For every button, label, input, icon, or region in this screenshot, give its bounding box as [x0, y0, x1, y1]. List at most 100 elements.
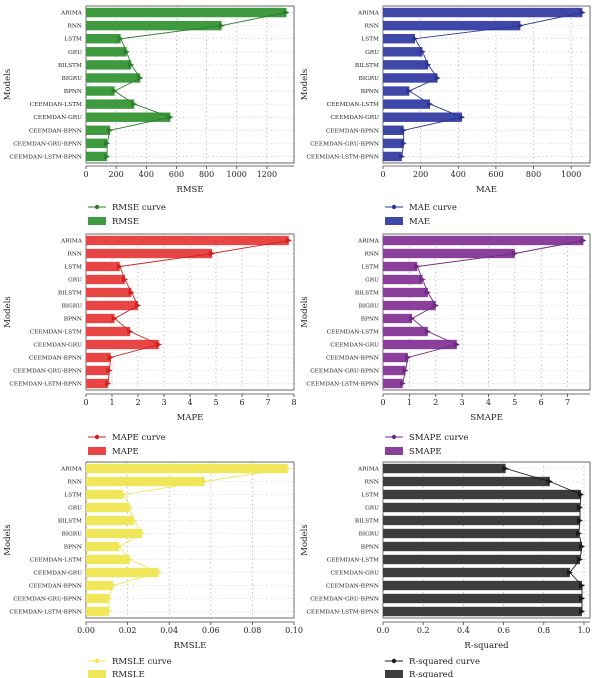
mape-ytick-ceemdan-lstm: CEEMDAN-LSTM	[30, 330, 82, 336]
rmse-curve-line	[106, 12, 287, 157]
rmsle-ytick-bpnn: BPNN	[64, 545, 82, 551]
smape-curve-point-gru	[419, 276, 426, 283]
rmsle-bar-ceemdan-gru-bpnn	[86, 593, 109, 604]
smape-plot-frame	[382, 233, 591, 391]
smape-ytick-lstm: LSTM	[361, 265, 379, 271]
rmse-curve-point-bpnn	[111, 88, 118, 95]
rmsle-ytick-ceemdan-lstm: CEEMDAN-LSTM	[30, 558, 82, 564]
rmsle-curve-line	[108, 468, 288, 612]
r-squared-legend: R-squared curve R-squared	[385, 657, 480, 678]
mape-ytick-bilstm: BILSTM	[58, 291, 82, 297]
mae-curve-point-ceemdan-gru	[459, 114, 466, 121]
r-squared-curve-point-arima	[502, 465, 509, 472]
rmsle-ytick-lstm: LSTM	[64, 493, 82, 499]
rmsle-bar-ceemdan-lstm-bpnn	[86, 606, 109, 617]
rmsle-chart: ARIMA RNN LSTM GRU BILSTM BIGRU BPNN CEEMDAN-LS…	[3, 461, 303, 678]
r-squared-xtick-label-5: 1.0	[578, 626, 591, 635]
rmse-bar-bilstm	[86, 60, 132, 70]
mape-curve-point-bilstm	[128, 289, 135, 296]
r-squared-ytick-ceemdan-gru: CEEMDAN-GRU	[330, 571, 379, 577]
r-squared-bar-ceemdan-lstm-bpnn	[383, 606, 582, 617]
mape-curve-point-ceemdan-bpnn	[107, 354, 114, 361]
smape-legend: SMAPE curve SMAPE	[385, 433, 468, 457]
mae-bar-ceemdan-gru-bpnn	[383, 138, 404, 149]
mape-xtick-label-7: 7	[265, 398, 270, 407]
rmsle-ytick-bilstm: BILSTM	[58, 519, 82, 525]
rmsle-legend: RMSLE curve RMSLE	[88, 657, 172, 678]
mae-curve-point-ceemdan-lstm	[427, 101, 434, 108]
mae-ytick-ceemdan-gru-bpnn: CEEMDAN-GRU-BPNN	[310, 141, 379, 147]
smape-ytick-arima: ARIMA	[357, 239, 380, 245]
smape-bar-lstm	[383, 261, 418, 272]
rmse-curve-point-ceemdan-gru-bpnn	[104, 140, 111, 147]
rmsle-bar-ceemdan-gru	[86, 567, 159, 578]
rmse-curve-point-ceemdan-lstm-bpnn	[104, 153, 111, 160]
mape-curve-point-bigru	[135, 302, 141, 309]
mape-y-axis-title: Models	[3, 296, 13, 327]
mape-bar-ceemdan-bpnn	[86, 352, 111, 363]
mape-ytick-gru: GRU	[68, 278, 82, 284]
smape-xtick-label-7: 7	[565, 398, 570, 407]
smape-legend-bar-label: SMAPE	[409, 447, 442, 457]
smape-x-axis-title: SMAPE	[470, 413, 503, 423]
rmse-legend-bar-label: RMSE	[112, 217, 139, 227]
mape-xtick-label-0: 0	[83, 398, 88, 407]
mae-ytick-bigru: BIGRU	[359, 76, 380, 82]
rmse-curve-point-ceemdan-gru	[167, 114, 174, 121]
rmse-ytick-bpnn: BPNN	[64, 89, 82, 95]
rmsle-plot-frame	[85, 461, 295, 619]
mae-ytick-arima: ARIMA	[357, 11, 380, 17]
smape-xtick-label-3: 3	[460, 398, 465, 407]
mape-curve-point-arima	[285, 237, 292, 244]
rmse-xtick-label-5: 1000	[227, 170, 247, 179]
smape-ytick-ceemdan-bpnn: CEEMDAN-BPNN	[326, 356, 379, 362]
rmsle-curve-point-gru	[126, 504, 133, 511]
mape-bar-ceemdan-lstm	[86, 326, 131, 337]
rmsle-ytick-ceemdan-bpnn: CEEMDAN-BPNN	[29, 584, 82, 590]
mae-curve-point-bpnn	[406, 88, 413, 95]
mae-curve-point-ceemdan-lstm-bpnn	[398, 153, 405, 160]
mape-bar-gru	[86, 274, 125, 285]
rmsle-x-axis-title: RMSLE	[174, 641, 207, 651]
r-squared-x-axis-title: R-squared	[464, 641, 509, 651]
rmse-legend-bar-swatch	[88, 217, 106, 225]
smape-curve-line	[402, 240, 584, 384]
mape-bar-ceemdan-gru	[86, 339, 159, 350]
mae-ytick-gru: GRU	[365, 50, 379, 56]
r-squared-curve-point-bilstm	[576, 517, 583, 524]
mape-xtick-label-6: 6	[239, 398, 244, 407]
rmsle-bar-ceemdan-bpnn	[86, 580, 114, 591]
mape-x-axis-title: MAPE	[177, 413, 204, 423]
smape-ytick-bilstm: BILSTM	[355, 291, 379, 297]
r-squared-bar-bilstm	[383, 515, 580, 526]
mape-ytick-bpnn: BPNN	[64, 317, 82, 323]
smape-curve-point-ceemdan-lstm	[424, 328, 431, 335]
rmse-curve-point-bilstm	[128, 61, 135, 68]
rmse-xtick-label-0: 0	[83, 170, 88, 179]
mae-bar-bilstm	[383, 60, 429, 70]
rmsle-ytick-ceemdan-gru: CEEMDAN-GRU	[33, 571, 82, 577]
mae-legend-curve-label: MAE curve	[409, 203, 457, 213]
mape-ytick-ceemdan-gru-bpnn: CEEMDAN-GRU-BPNN	[13, 369, 82, 375]
mae-ytick-ceemdan-gru: CEEMDAN-GRU	[330, 115, 379, 121]
rmse-ytick-ceemdan-lstm-bpnn: CEEMDAN-LSTM-BPNN	[9, 154, 82, 160]
rmsle-curve-point-ceemdan-gru-bpnn	[105, 595, 112, 602]
r-squared-xtick-label-2: 0.4	[457, 626, 470, 635]
r-squared-ytick-bilstm: BILSTM	[355, 519, 379, 525]
rmsle-ytick-rnn: RNN	[67, 480, 82, 486]
mape-chart: ARIMA RNN LSTM GRU BILSTM BIGRU BPNN CEEMDAN-LS…	[3, 233, 297, 457]
smape-curve-point-ceemdan-bpnn	[405, 354, 412, 361]
rmsle-xtick-label-3: 0.06	[202, 626, 220, 635]
mae-curve-point-rnn	[517, 22, 524, 29]
rmse-xtick-label-4: 800	[199, 170, 214, 179]
rmsle-xtick-label-5: 0.10	[285, 626, 303, 635]
mape-bar-arima	[86, 235, 289, 246]
smape-bar-ceemdan-bpnn	[383, 352, 409, 363]
r-squared-curve-point-ceemdan-lstm-bpnn	[578, 608, 585, 615]
rmse-bar-ceemdan-gru	[86, 112, 171, 122]
rmse-y-axis-title: Models	[3, 69, 13, 100]
r-squared-chart: ARIMA RNN LSTM GRU BILSTM BIGRU BPNN CEEMDAN-LS…	[300, 461, 591, 678]
smape-xtick-label-2: 2	[433, 398, 438, 407]
mape-curve-line	[107, 240, 289, 384]
